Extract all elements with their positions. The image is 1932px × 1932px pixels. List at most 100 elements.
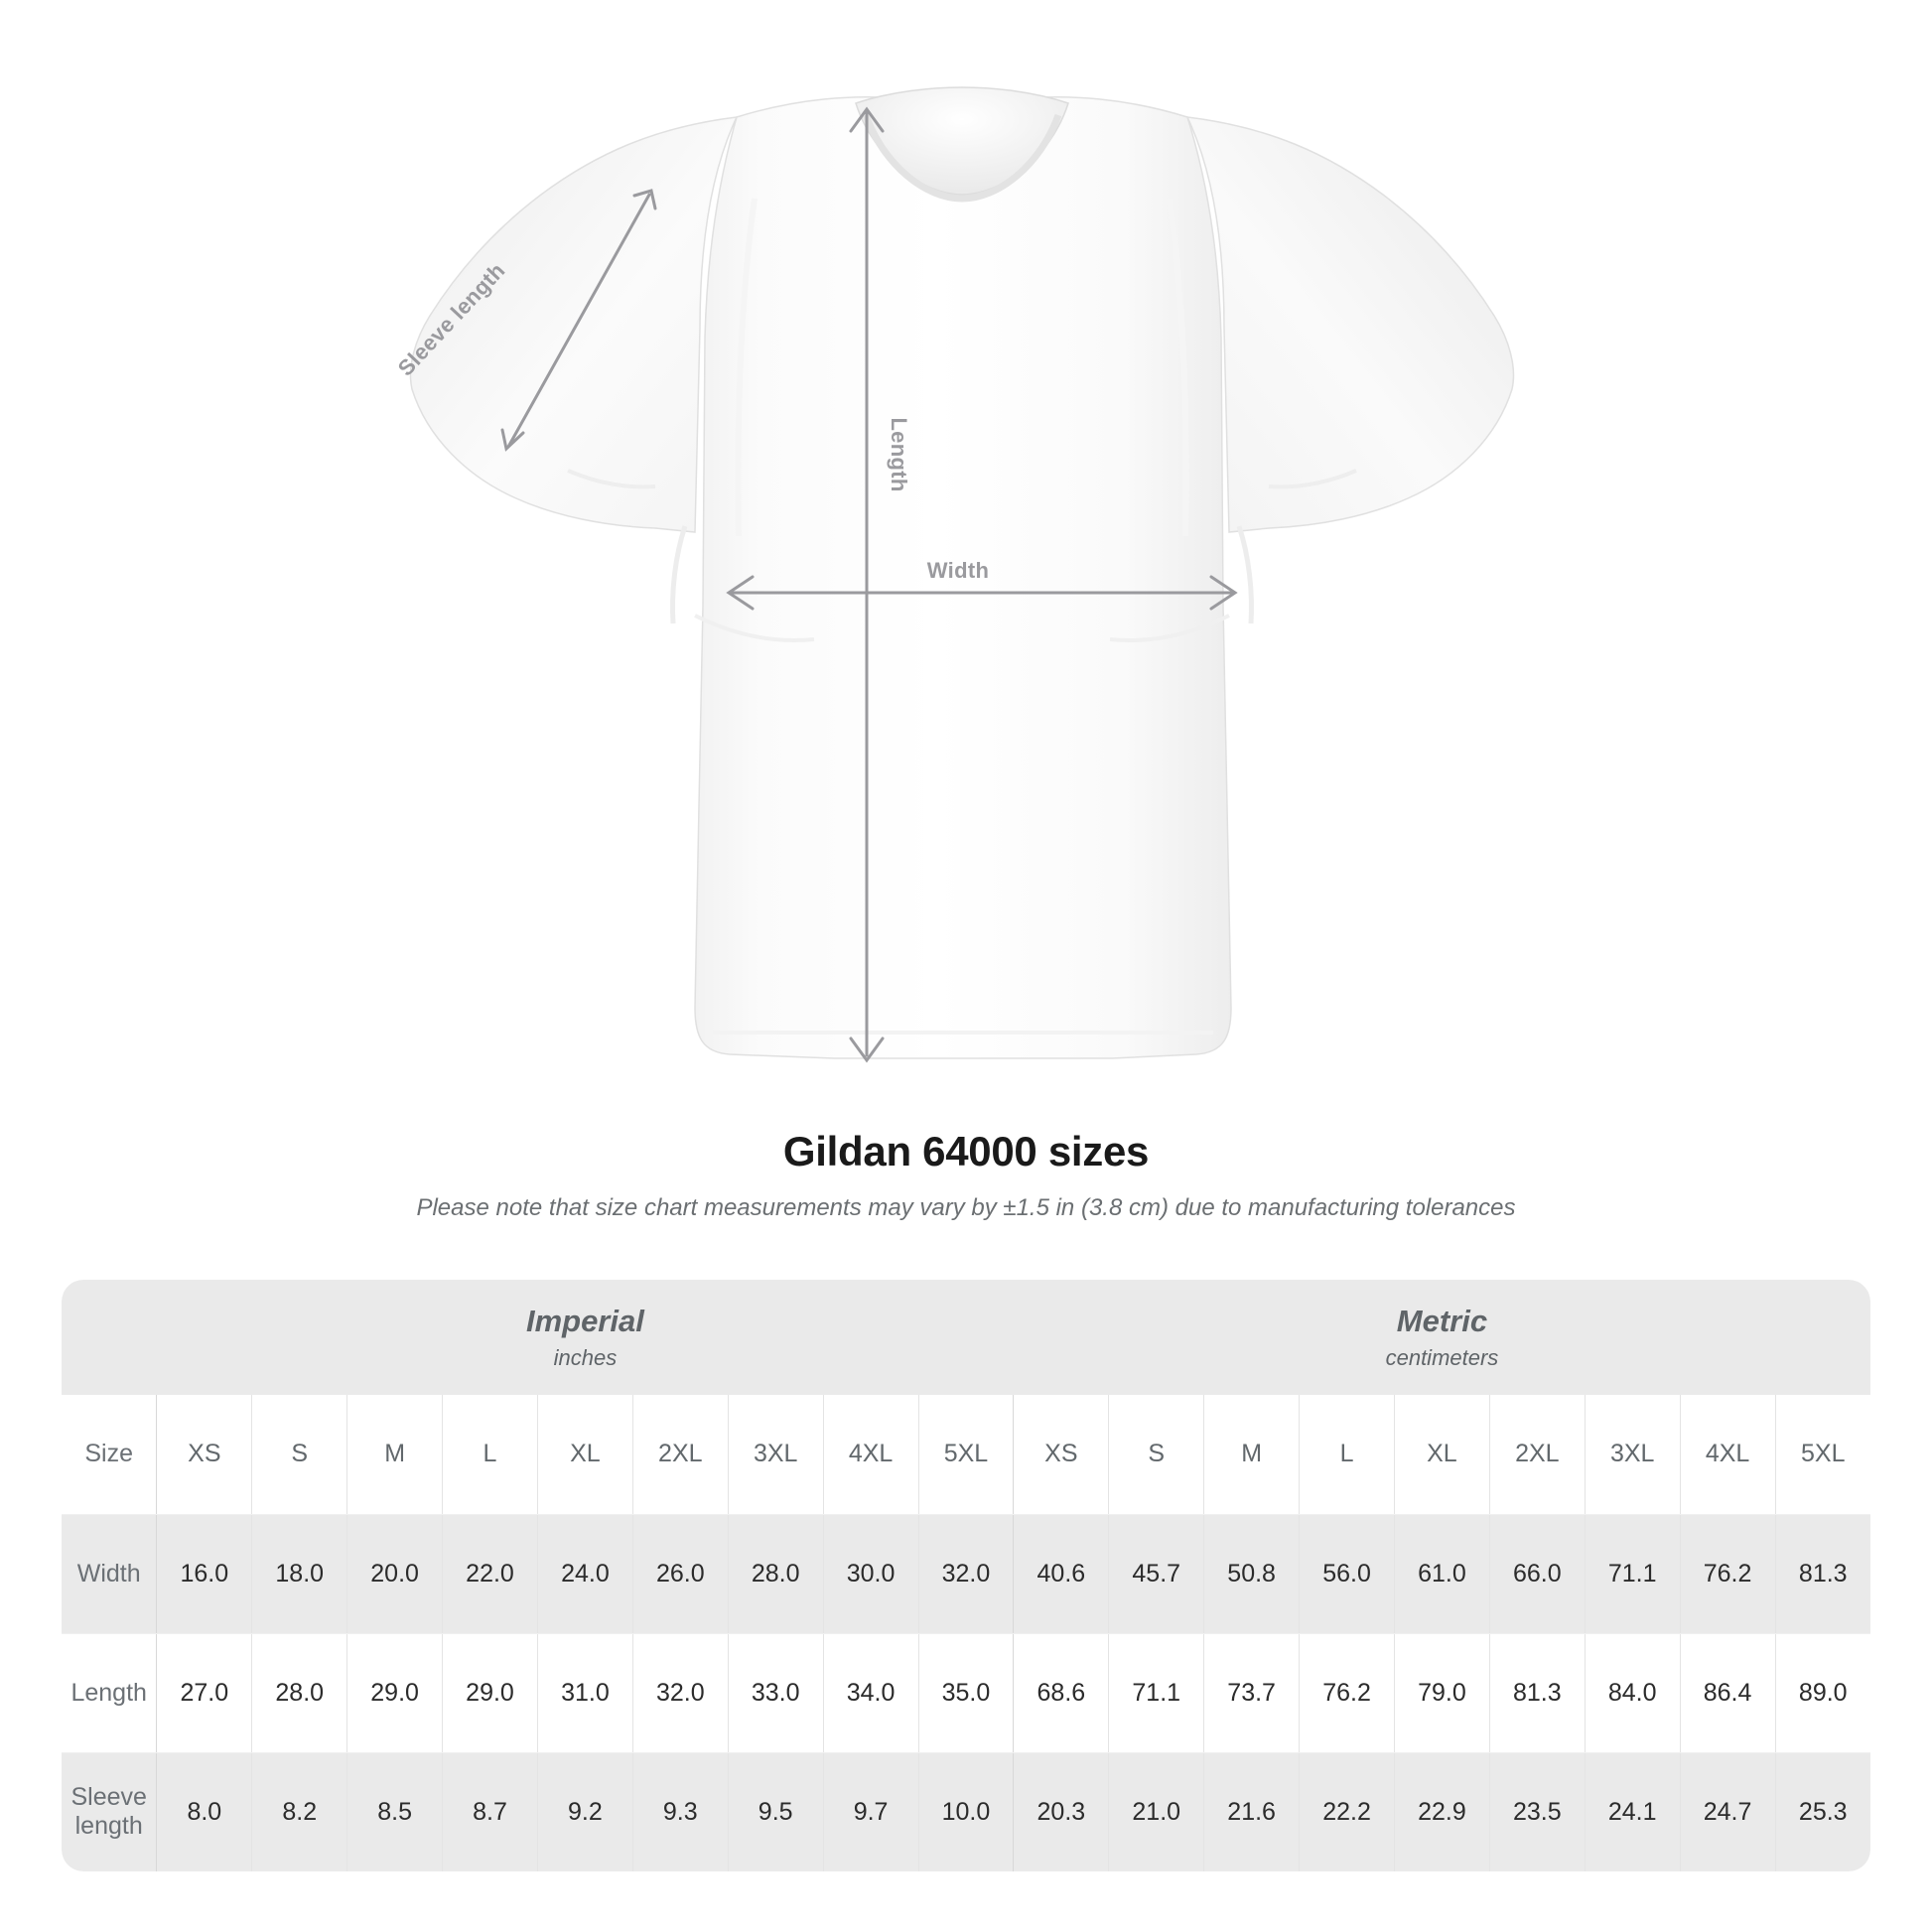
row-label-length: Length <box>62 1633 157 1753</box>
table-cell: 21.6 <box>1203 1752 1300 1871</box>
table-cell: 24.1 <box>1584 1752 1681 1871</box>
size-header-cell: M <box>346 1395 443 1515</box>
table-cell: 8.7 <box>442 1752 538 1871</box>
table-cell: 71.1 <box>1108 1633 1204 1753</box>
table-cell: 76.2 <box>1299 1633 1395 1753</box>
table-cell: 73.7 <box>1203 1633 1300 1753</box>
tolerance-note: Please note that size chart measurements… <box>416 1194 1516 1222</box>
table-cell: 32.0 <box>631 1633 729 1753</box>
size-header-cell: L <box>1299 1395 1395 1515</box>
table-cell: 24.0 <box>536 1514 633 1634</box>
unit-group-metric: Metric centimeters <box>1013 1280 1870 1395</box>
table-cell: 35.0 <box>917 1633 1014 1753</box>
row-label-size: Size <box>62 1395 157 1515</box>
table-cell: 10.0 <box>917 1752 1014 1871</box>
size-header-cell: S <box>251 1395 347 1515</box>
unit-group-metric-sub: centimeters <box>1385 1344 1499 1370</box>
size-header-cell: XL <box>536 1395 633 1515</box>
size-header-cell: 4XL <box>1679 1395 1776 1515</box>
width-dimension-label: Width <box>926 558 990 583</box>
row-label-sleeve-length: Sleeve length <box>62 1752 157 1871</box>
table-cell: 22.0 <box>442 1514 538 1634</box>
table-cell: 45.7 <box>1108 1514 1204 1634</box>
size-header-cell: XL <box>1393 1395 1490 1515</box>
table-cell: 22.9 <box>1393 1752 1490 1871</box>
table-row: Sleeve length 8.0 8.2 8.5 8.7 9.2 9.3 9.… <box>62 1752 1870 1871</box>
table-cell: 84.0 <box>1584 1633 1681 1753</box>
size-header-cell: 5XL <box>1774 1395 1870 1515</box>
table-cell: 30.0 <box>822 1514 919 1634</box>
table-cell: 31.0 <box>536 1633 633 1753</box>
unit-group-imperial-sub: inches <box>553 1344 618 1370</box>
table-cell: 76.2 <box>1679 1514 1776 1634</box>
table-cell: 89.0 <box>1774 1633 1870 1753</box>
table-cell: 28.0 <box>727 1514 824 1634</box>
size-header-cell: L <box>442 1395 538 1515</box>
size-header-cell: 3XL <box>1584 1395 1681 1515</box>
table-row: Length 27.0 28.0 29.0 29.0 31.0 32.0 33.… <box>62 1633 1870 1753</box>
size-header-cell: XS <box>1013 1395 1109 1515</box>
table-cell: 86.4 <box>1679 1633 1776 1753</box>
unit-group-row: Imperial inches Metric centimeters <box>62 1280 1870 1395</box>
table-cell: 24.7 <box>1679 1752 1776 1871</box>
tshirt-shape <box>409 86 1515 1059</box>
table-cell: 20.3 <box>1013 1752 1109 1871</box>
size-header-cell: 2XL <box>1488 1395 1586 1515</box>
table-cell: 22.2 <box>1299 1752 1395 1871</box>
table-cell: 40.6 <box>1013 1514 1109 1634</box>
table-cell: 33.0 <box>727 1633 824 1753</box>
row-label-width: Width <box>62 1514 157 1634</box>
length-dimension-label: Length <box>887 417 911 492</box>
table-cell: 34.0 <box>822 1633 919 1753</box>
table-cell: 25.3 <box>1774 1752 1870 1871</box>
size-header-cell: 4XL <box>822 1395 919 1515</box>
table-cell: 23.5 <box>1488 1752 1586 1871</box>
table-cell: 81.3 <box>1488 1633 1586 1753</box>
unit-group-metric-name: Metric <box>1396 1303 1488 1338</box>
unit-group-corner-cell <box>62 1280 157 1395</box>
size-header-cell: 5XL <box>917 1395 1014 1515</box>
table-cell: 81.3 <box>1774 1514 1870 1634</box>
table-cell: 71.1 <box>1584 1514 1681 1634</box>
table-cell: 9.3 <box>631 1752 729 1871</box>
table-cell: 8.5 <box>346 1752 443 1871</box>
size-header-cell: 3XL <box>727 1395 824 1515</box>
tshirt-diagram: Sleeve length Length Width <box>392 86 1515 1063</box>
unit-group-imperial-name: Imperial <box>525 1303 644 1338</box>
table-cell: 9.2 <box>536 1752 633 1871</box>
table-cell: 68.6 <box>1013 1633 1109 1753</box>
table-cell: 29.0 <box>442 1633 538 1753</box>
table-cell: 79.0 <box>1393 1633 1490 1753</box>
double-arrow-vertical-icon <box>849 106 885 1063</box>
table-cell: 9.7 <box>822 1752 919 1871</box>
size-header-cell: M <box>1203 1395 1300 1515</box>
double-arrow-diagonal-icon <box>500 189 657 452</box>
table-cell: 27.0 <box>156 1633 252 1753</box>
table-cell: 28.0 <box>251 1633 347 1753</box>
table-cell: 18.0 <box>251 1514 347 1634</box>
table-cell: 20.0 <box>346 1514 443 1634</box>
chart-header: Gildan 64000 sizes Please note that size… <box>0 1127 1932 1223</box>
unit-group-imperial: Imperial inches <box>156 1280 1014 1395</box>
table-cell: 21.0 <box>1108 1752 1204 1871</box>
table-cell: 66.0 <box>1488 1514 1586 1634</box>
double-arrow-horizontal-icon <box>726 575 1238 611</box>
tshirt-icon <box>409 86 1515 1063</box>
table-cell: 8.2 <box>251 1752 347 1871</box>
size-header-cell: S <box>1108 1395 1204 1515</box>
size-header-cell: XS <box>156 1395 252 1515</box>
table-cell: 16.0 <box>156 1514 252 1634</box>
size-header-cell: 2XL <box>631 1395 729 1515</box>
size-chart-table: Imperial inches Metric centimeters Size … <box>62 1280 1870 1871</box>
table-cell: 61.0 <box>1393 1514 1490 1634</box>
table-cell: 26.0 <box>631 1514 729 1634</box>
table-row: Width 16.0 18.0 20.0 22.0 24.0 26.0 28.0… <box>62 1514 1870 1634</box>
table-cell: 9.5 <box>727 1752 824 1871</box>
table-cell: 32.0 <box>917 1514 1014 1634</box>
table-cell: 29.0 <box>346 1633 443 1753</box>
size-header-row: Size XS S M L XL 2XL 3XL 4XL 5XL XS S M … <box>62 1395 1870 1515</box>
table-cell: 50.8 <box>1203 1514 1300 1634</box>
table-cell: 56.0 <box>1299 1514 1395 1634</box>
page-title: Gildan 64000 sizes <box>782 1128 1150 1174</box>
table-cell: 8.0 <box>156 1752 252 1871</box>
